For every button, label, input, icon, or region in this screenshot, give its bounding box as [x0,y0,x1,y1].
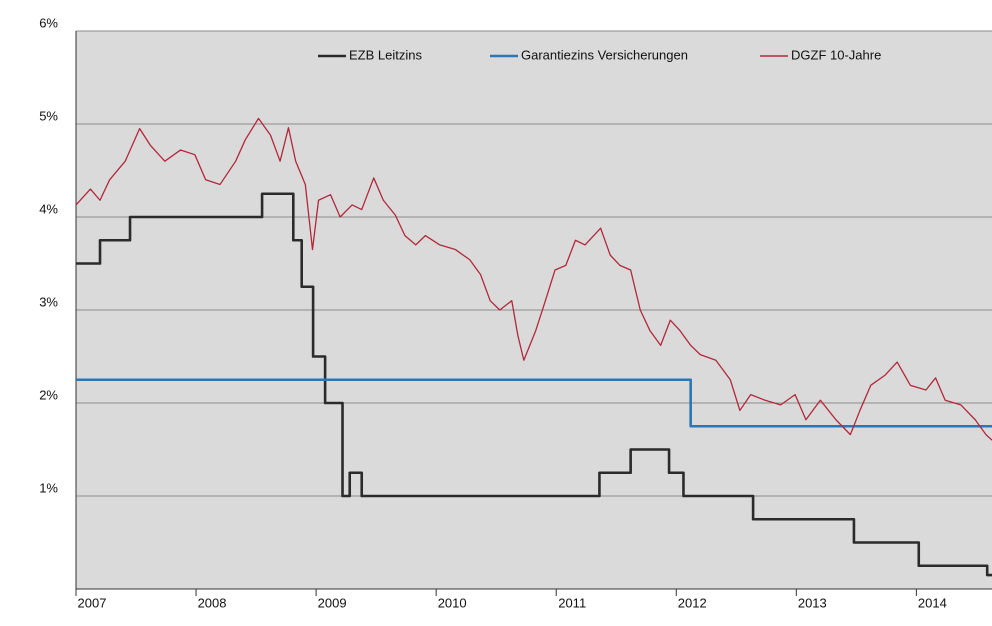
y-tick-label: 6% [39,15,58,30]
x-tick-label: 2014 [918,595,947,610]
x-tick-label: 2012 [678,595,707,610]
y-tick-label: 2% [39,387,58,402]
x-tick-label: 2010 [438,595,467,610]
x-tick-label: 2011 [558,595,586,610]
x-tick-label: 2008 [198,595,227,610]
x-tick-label: 2013 [798,595,827,610]
legend-label: Garantiezins Versicherungen [521,47,688,62]
x-tick-label: 2009 [318,595,347,610]
y-tick-label: 5% [39,108,58,123]
y-tick-label: 3% [39,294,58,309]
legend-label: EZB Leitzins [349,47,422,62]
y-tick-label: 1% [39,480,58,495]
series-line [75,117,992,441]
legend-label: DGZF 10-Jahre [791,47,881,62]
y-tick-label: 4% [39,201,58,216]
series-line [76,192,992,577]
x-tick-label: 2007 [78,595,107,610]
